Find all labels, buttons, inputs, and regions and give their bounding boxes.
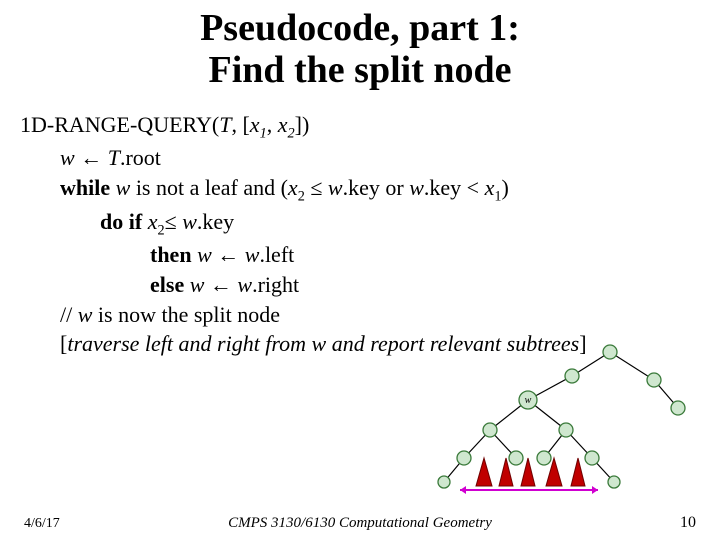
pseudo-line-3: while w is not a leaf and (x2 ≤ w.key or… — [20, 173, 700, 207]
pseudo-line-7: // w is now the split node — [20, 300, 700, 330]
pseudo-line-1: 1D-RANGE-QUERY(T, [x1, x2]) — [20, 110, 700, 144]
pseudocode-block: 1D-RANGE-QUERY(T, [x1, x2]) w ← T.root w… — [20, 110, 700, 360]
slide-title: Pseudocode, part 1: Find the split node — [0, 8, 720, 92]
func-name: 1D-RANGE-QUERY — [20, 112, 212, 137]
tree-edges — [444, 352, 678, 482]
query-range-line — [460, 486, 598, 494]
svg-text:w: w — [525, 395, 532, 406]
footer-course: CMPS 3130/6130 Computational Geometry — [0, 515, 720, 532]
pseudo-line-5: then w ← w.left — [20, 240, 700, 270]
title-line-2: Find the split node — [208, 49, 511, 91]
tree-subtrees — [476, 458, 585, 486]
footer-page-number: 10 — [680, 514, 696, 532]
pseudo-line-2: w ← T.root — [20, 143, 700, 173]
tree-diagram: w — [410, 338, 700, 498]
tree-nodes: w — [438, 345, 685, 488]
pseudo-line-4: do if x2≤ w.key — [20, 207, 700, 241]
title-line-1: Pseudocode, part 1: — [200, 7, 520, 49]
pseudo-line-6: else w ← w.right — [20, 270, 700, 300]
